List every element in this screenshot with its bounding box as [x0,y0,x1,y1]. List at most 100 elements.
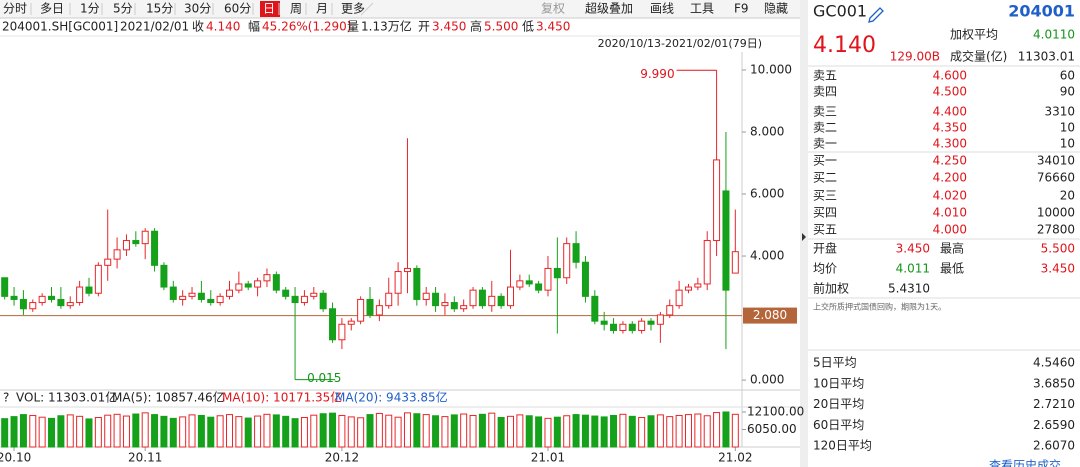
edit-icon[interactable] [868,7,884,23]
tab[interactable]: 30分 [184,2,211,16]
tab[interactable]: 60分 [224,2,251,16]
candle-body [422,292,430,300]
volume-bar [235,416,243,448]
tab[interactable]: 日 [263,2,275,16]
tab[interactable]: 5分 [113,2,133,16]
x-tick-label: 20.11 [128,451,162,465]
volume-vol: VOL: 11303.01亿 [16,390,117,405]
candle-body [169,286,177,300]
candle-body [619,323,627,331]
volume-bar [319,413,327,448]
book-label: 买二 [813,171,837,185]
candle-body [403,267,411,273]
average-label: 10日平均 [813,376,864,390]
average-label: 20日平均 [813,397,864,411]
book-price: 4.250 [933,154,967,168]
candle-body [197,292,205,300]
tab[interactable]: 更多 [341,2,365,16]
volume-bar [450,414,458,448]
candle-body [600,320,608,325]
book-label: 卖二 [813,121,837,135]
tool[interactable]: 画线 [650,2,674,16]
tool[interactable]: 超级叠加 [585,1,633,16]
stat-value: 5.500 [1041,242,1075,256]
candle-body [76,286,84,304]
volume-bar [19,414,27,448]
tab[interactable]: 周 [290,2,302,16]
x-tick-label: 20.10 [0,451,31,465]
note: 上交所质押式国债回购，期限为1天。 [813,302,946,312]
tool[interactable]: 隐藏 [764,2,788,16]
info-date: 2021/02/01 [120,20,189,34]
collapse-arrow[interactable] [802,233,806,241]
candle-body [413,267,421,300]
candle-body [282,289,290,297]
volume-bar [694,413,702,448]
scrollbar[interactable] [800,0,808,467]
info-high: 5.500 [484,20,518,34]
toolbar [0,0,800,18]
volume-bar [525,415,533,448]
reference-box [743,307,797,324]
tab[interactable]: 多日 [40,2,64,16]
stat-value: 3.450 [896,242,930,256]
volume-tick-label: 12100.00 [747,404,804,418]
wavg: 4.0110 [1033,28,1075,42]
volume-bar [179,416,187,448]
x-tick-label: 20.12 [325,451,359,465]
volume-tick-label: 6050.00 [747,422,797,436]
book-label: 卖三 [813,105,837,119]
annotation-label: 9.990 [640,67,674,81]
price: 4.140 [813,33,876,58]
vol: 11303.01 [1018,50,1075,64]
average-value: 2.6070 [1033,439,1075,453]
candle-body [141,230,149,245]
average-value: 2.7210 [1033,397,1075,411]
candle-body [366,298,374,316]
volume-bar [48,417,56,448]
candle-body [469,289,477,307]
prev-label: 前加权 [813,281,849,296]
candle-body [48,295,56,300]
tab[interactable]: 15分 [146,2,173,16]
volume-bar [347,416,355,448]
candle-body [244,283,252,288]
tab[interactable]: 1分 [80,2,100,16]
reference-label: 2.080 [753,308,787,322]
volume-bar [169,417,177,448]
candle-body [656,314,664,325]
volume-bar [300,416,308,448]
info-open: 3.450 [432,20,466,34]
book-qty: 76660 [1037,171,1075,185]
tool[interactable]: 复权 [541,2,565,16]
tab[interactable]: 月 [316,2,328,16]
volume-ma5: MA(5): 10857.46亿 [112,390,225,405]
candle-body [722,190,730,291]
volume-bar [684,414,692,448]
candle-body [488,295,496,307]
volume-bar [666,416,674,448]
candle-body [254,280,262,288]
book-label: 买一 [813,154,837,168]
volume-bar [338,414,346,448]
id: 204001 [1008,2,1075,21]
amount: 129.00B [890,50,940,64]
tool[interactable]: F9 [734,2,749,16]
volume-bar [647,415,655,448]
candle-body [132,240,140,245]
candle-body [57,298,65,307]
tab[interactable]: 分时 [3,2,27,16]
candle-body [310,292,318,297]
tool[interactable]: 工具 [690,2,714,16]
candle-body [188,292,196,297]
volume-bar [432,415,440,448]
book-label: 卖四 [813,85,837,99]
footer-link[interactable]: 查看历史成交 [989,458,1061,467]
volume-bar [207,416,215,448]
volume-bar [151,414,159,448]
volume-bar [94,416,102,448]
volume-bar [478,413,486,448]
stat-value: 4.011 [896,262,930,276]
candle-body [338,323,346,341]
